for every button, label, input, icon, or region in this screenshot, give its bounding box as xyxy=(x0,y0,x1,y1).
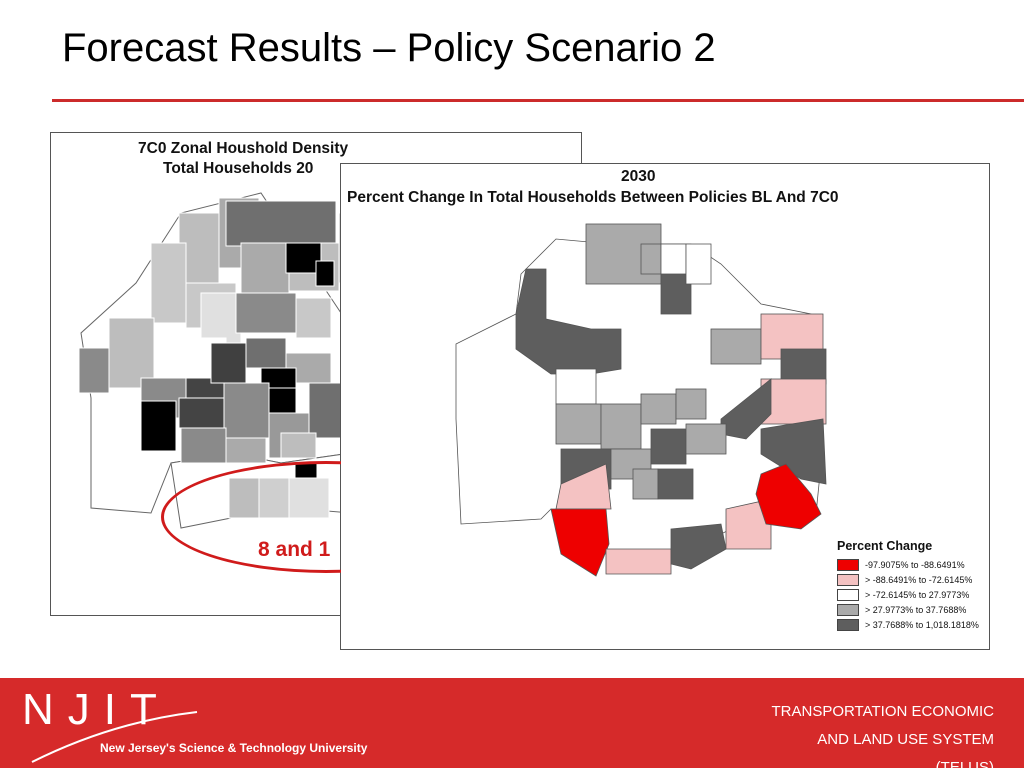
logo-wordmark: NJIT xyxy=(22,685,171,734)
legend-swatch xyxy=(837,588,859,601)
org-line-2: AND LAND USE SYSTEM xyxy=(817,731,994,748)
org-line-1: TRANSPORTATION ECONOMIC xyxy=(771,703,994,720)
legend-label: > -72.6145% to 27.9773% xyxy=(865,589,970,600)
slide-title: Forecast Results – Policy Scenario 2 xyxy=(62,26,716,70)
left-map-title-line2: Total Households 20 xyxy=(163,160,314,177)
legend-item: -97.9075% to -88.6491% xyxy=(837,557,979,572)
legend-label: > 27.9773% to 37.7688% xyxy=(865,604,967,615)
annotation-text: 8 and 1 xyxy=(258,538,331,561)
legend-label: -97.9075% to -88.6491% xyxy=(865,559,965,570)
legend-swatch xyxy=(837,603,859,616)
legend-swatch xyxy=(837,558,859,571)
njit-logo: NJIT New Jersey's Science & Technology U… xyxy=(22,685,368,763)
legend-title: Percent Change xyxy=(837,539,933,553)
right-map-title: Percent Change In Total Households Betwe… xyxy=(347,189,839,206)
legend-swatch xyxy=(837,618,859,631)
map-legend: Percent Change -97.9075% to -88.6491% > … xyxy=(837,539,979,632)
legend-item: > 37.7688% to 1,018.1818% xyxy=(837,617,979,632)
footer-bar: NJIT New Jersey's Science & Technology U… xyxy=(0,678,1024,768)
logo-tagline: New Jersey's Science & Technology Univer… xyxy=(100,741,368,755)
org-line-3: (TELUS) xyxy=(935,759,994,768)
legend-item: > -72.6145% to 27.9773% xyxy=(837,587,979,602)
legend-label: > -88.6491% to -72.6145% xyxy=(865,574,973,585)
right-map-panel: 2030 Percent Change In Total Households … xyxy=(340,163,990,650)
right-map-year: 2030 xyxy=(621,168,656,185)
title-divider xyxy=(52,99,1024,102)
right-map-zones xyxy=(455,223,827,577)
left-map-title-line1: 7C0 Zonal Houshold Density xyxy=(138,140,349,157)
legend-item: > -88.6491% to -72.6145% xyxy=(837,572,979,587)
legend-swatch xyxy=(837,573,859,586)
legend-label: > 37.7688% to 1,018.1818% xyxy=(865,619,979,630)
legend-item: > 27.9773% to 37.7688% xyxy=(837,602,979,617)
organization-name: TRANSPORTATION ECONOMIC AND LAND USE SYS… xyxy=(771,698,994,768)
